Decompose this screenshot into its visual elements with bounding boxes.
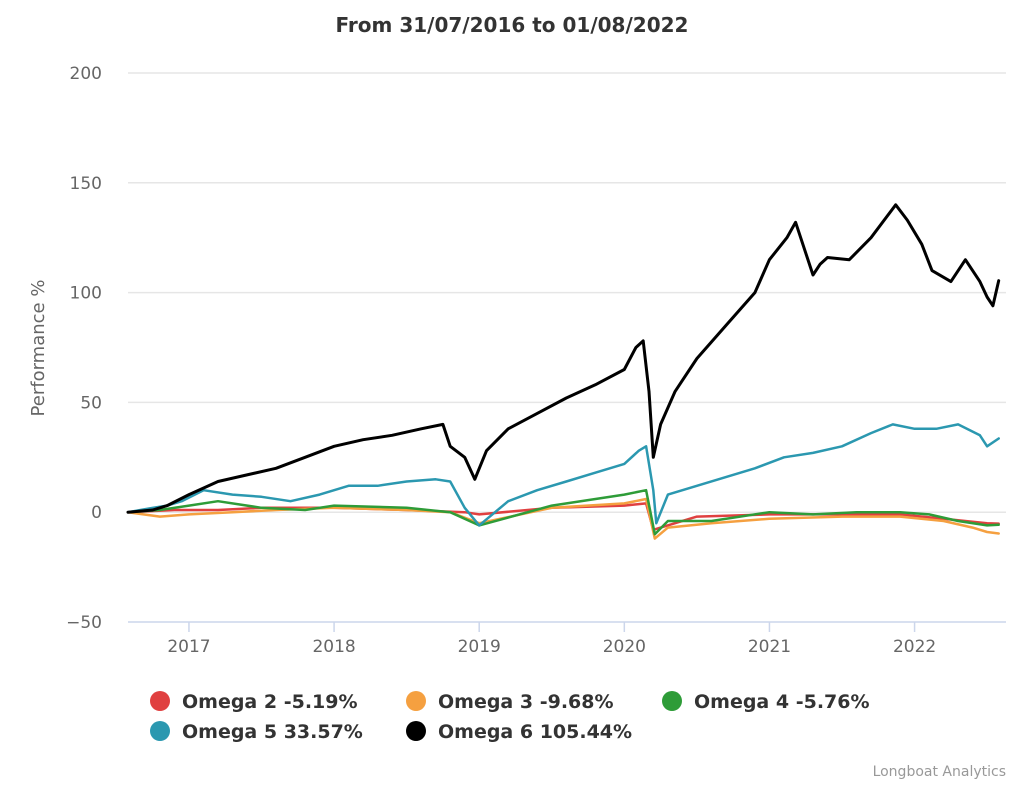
y-tick-label: 200 [70, 64, 102, 84]
y-tick-label: −50 [66, 613, 102, 633]
legend-label: Omega 5 33.57% [182, 721, 363, 743]
series-line[interactable] [126, 423, 1000, 527]
chart-title: From 31/07/2016 to 01/08/2022 [336, 13, 689, 37]
grid [128, 72, 1006, 513]
legend-item[interactable]: Omega 2 -5.19% [150, 691, 358, 713]
legend-marker [406, 721, 426, 741]
y-tick-label: 150 [70, 174, 102, 194]
legend-label: Omega 3 -9.68% [438, 691, 614, 713]
legend-marker [150, 691, 170, 711]
x-tick-label: 2019 [458, 637, 501, 657]
y-tick-label: 0 [91, 503, 102, 523]
x-tick-label: 2022 [893, 637, 936, 657]
x-tick-label: 2018 [312, 637, 355, 657]
series-line[interactable] [126, 203, 1001, 514]
legend-label: Omega 6 105.44% [438, 721, 632, 743]
legend-item[interactable]: Omega 4 -5.76% [662, 691, 870, 713]
legend-label: Omega 4 -5.76% [694, 691, 870, 713]
series-lines [126, 203, 1001, 540]
legend-item[interactable]: Omega 5 33.57% [150, 721, 363, 743]
legend-marker [406, 691, 426, 711]
legend-item[interactable]: Omega 3 -9.68% [406, 691, 614, 713]
x-tick-label: 2020 [603, 637, 646, 657]
legend-marker [150, 721, 170, 741]
credit-text[interactable]: Longboat Analytics [873, 764, 1006, 780]
series-line[interactable] [126, 488, 1000, 536]
legend-label: Omega 2 -5.19% [182, 691, 358, 713]
legend: Omega 2 -5.19% Omega 3 -9.68% Omega 4 -5.7… [150, 691, 870, 743]
x-tick-label: 2017 [167, 637, 210, 657]
x-axis-ticks: 2017 2018 2019 2020 2021 2022 [128, 621, 1006, 657]
y-axis-label: Performance % [28, 280, 49, 417]
y-axis-ticks: −50 0 50 100 150 200 [66, 64, 102, 633]
legend-item[interactable]: Omega 6 105.44% [406, 721, 632, 743]
legend-marker [662, 691, 682, 711]
y-tick-label: 50 [80, 393, 102, 413]
x-tick-label: 2021 [748, 637, 791, 657]
series-line[interactable] [126, 497, 1000, 540]
y-tick-label: 100 [70, 284, 102, 304]
